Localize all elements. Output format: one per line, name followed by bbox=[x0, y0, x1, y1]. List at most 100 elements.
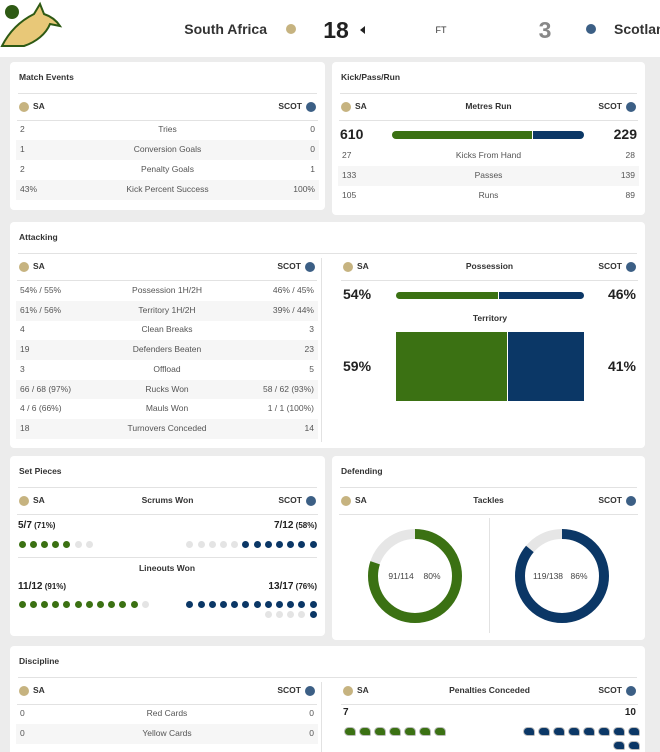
set-piece-dot bbox=[231, 540, 239, 548]
penalty-icon bbox=[359, 727, 371, 736]
possession-bar bbox=[396, 292, 498, 299]
away-metres: 229 bbox=[613, 126, 637, 143]
set-piece-dot bbox=[186, 600, 194, 608]
away-value: 46% / 45% bbox=[272, 285, 314, 296]
stat-label: Turnovers Conceded bbox=[127, 422, 207, 433]
away-value: 23 bbox=[304, 344, 314, 355]
set-piece-dot bbox=[119, 600, 127, 608]
home-value: 133 bbox=[342, 170, 357, 181]
penalty-icon bbox=[523, 727, 535, 736]
set-piece-dot bbox=[63, 600, 71, 608]
home-team: SA bbox=[355, 495, 367, 506]
away-name: Scotland bbox=[614, 21, 660, 38]
penalty-icon bbox=[628, 727, 640, 736]
away-icon bbox=[305, 262, 315, 272]
tackle-donuts: 91/114 80% 119/138 86% bbox=[368, 529, 609, 623]
home-value: 105 bbox=[342, 190, 357, 201]
card: Match Events SA SCOT 2 Tries 0 1 Conversion Goa… bbox=[10, 62, 325, 210]
match-status: FT bbox=[435, 24, 447, 35]
home-value: 27 bbox=[342, 150, 352, 161]
divider bbox=[18, 93, 317, 94]
home-value: 4 / 6 (66%) bbox=[20, 403, 62, 414]
possession-bar bbox=[497, 292, 584, 299]
divider bbox=[321, 258, 322, 442]
penalty-icon bbox=[538, 727, 550, 736]
home-team: SA bbox=[33, 261, 45, 272]
set-piece-dot bbox=[264, 600, 272, 608]
stat-title: Scrums Won bbox=[141, 495, 194, 506]
set-piece-dot bbox=[242, 540, 250, 548]
stat-label: Mauls Won bbox=[145, 403, 189, 414]
away-icon bbox=[626, 262, 636, 272]
away-team: SCOT bbox=[598, 261, 622, 272]
stat-title: Metres Run bbox=[465, 101, 512, 112]
home-value: 61% / 56% bbox=[20, 304, 62, 315]
set-piece-dot bbox=[219, 600, 227, 608]
penalty-icon bbox=[419, 727, 431, 736]
set-piece-dot bbox=[141, 600, 149, 608]
home-icon bbox=[19, 496, 29, 506]
row-bg bbox=[16, 419, 318, 439]
home-value: 54% / 55% bbox=[20, 285, 62, 296]
penalty-icon bbox=[374, 727, 386, 736]
set-piece-dot bbox=[29, 540, 37, 548]
home-icon bbox=[19, 102, 29, 112]
set-piece-dot bbox=[29, 600, 37, 608]
row-bg bbox=[16, 180, 319, 200]
row-bg bbox=[16, 300, 318, 321]
away-value: 1 / 1 (100%) bbox=[267, 403, 314, 414]
away-team: SCOT bbox=[278, 101, 302, 112]
card-title: Kick/Pass/Run bbox=[341, 72, 401, 83]
set-piece-dot bbox=[197, 600, 205, 608]
away-value: 58 / 62 (93%) bbox=[262, 383, 314, 394]
home-value: 19 bbox=[20, 344, 30, 355]
set-piece-dot bbox=[309, 600, 317, 608]
set-piece-dot bbox=[275, 540, 283, 548]
away-territory: 41% bbox=[607, 358, 636, 375]
metres-bar bbox=[531, 131, 584, 139]
card: Attacking SA SCOT 54% / 55% Possession 1H/2H… bbox=[10, 222, 645, 448]
home-penalties: 7 bbox=[343, 707, 349, 718]
set-piece-dot bbox=[231, 600, 239, 608]
set-piece-percent: (76%) bbox=[293, 582, 317, 591]
set-piece-dot bbox=[287, 610, 295, 618]
away-possession: 46% bbox=[607, 286, 636, 303]
home-possession: 54% bbox=[343, 286, 372, 303]
away-icon bbox=[305, 686, 315, 696]
row-bg bbox=[16, 140, 319, 160]
away-score: 3 bbox=[538, 16, 552, 43]
penalty-icon bbox=[344, 727, 356, 736]
divider bbox=[340, 487, 637, 488]
stat-title: Lineouts Won bbox=[138, 563, 196, 574]
set-piece-dot bbox=[242, 600, 250, 608]
divider bbox=[18, 487, 317, 488]
divider bbox=[341, 280, 638, 281]
divider bbox=[339, 514, 638, 515]
divider bbox=[18, 557, 317, 558]
card: Discipline SA SCOT 0 Red Cards 0 0 Yellow Cards… bbox=[10, 646, 645, 752]
away-value: 0 bbox=[309, 708, 314, 719]
home-icon bbox=[343, 262, 353, 272]
divider bbox=[321, 682, 322, 752]
divider bbox=[489, 518, 490, 633]
divider bbox=[17, 704, 317, 705]
away-icon bbox=[626, 102, 636, 112]
donut-arc bbox=[515, 529, 609, 623]
divider bbox=[340, 93, 637, 94]
penalty-icon bbox=[568, 727, 580, 736]
card: Kick/Pass/Run SA SCOT Metres Run 610 229 27 Kic… bbox=[332, 62, 645, 215]
home-value: 2 bbox=[20, 164, 25, 175]
set-piece-dot bbox=[197, 540, 205, 548]
home-set-piece: 11/12 (91%) bbox=[18, 581, 67, 592]
tackle-percent: 86% bbox=[570, 571, 587, 581]
set-piece-dot bbox=[108, 600, 116, 608]
divider bbox=[18, 677, 637, 678]
penalty-icon bbox=[628, 741, 640, 750]
set-piece-dot bbox=[309, 540, 317, 548]
set-piece-dot bbox=[130, 600, 138, 608]
stat-label: Penalty Goals bbox=[141, 164, 194, 175]
away-icon bbox=[306, 102, 316, 112]
stat-label: Clean Breaks bbox=[141, 324, 193, 335]
set-piece-dot bbox=[52, 600, 60, 608]
